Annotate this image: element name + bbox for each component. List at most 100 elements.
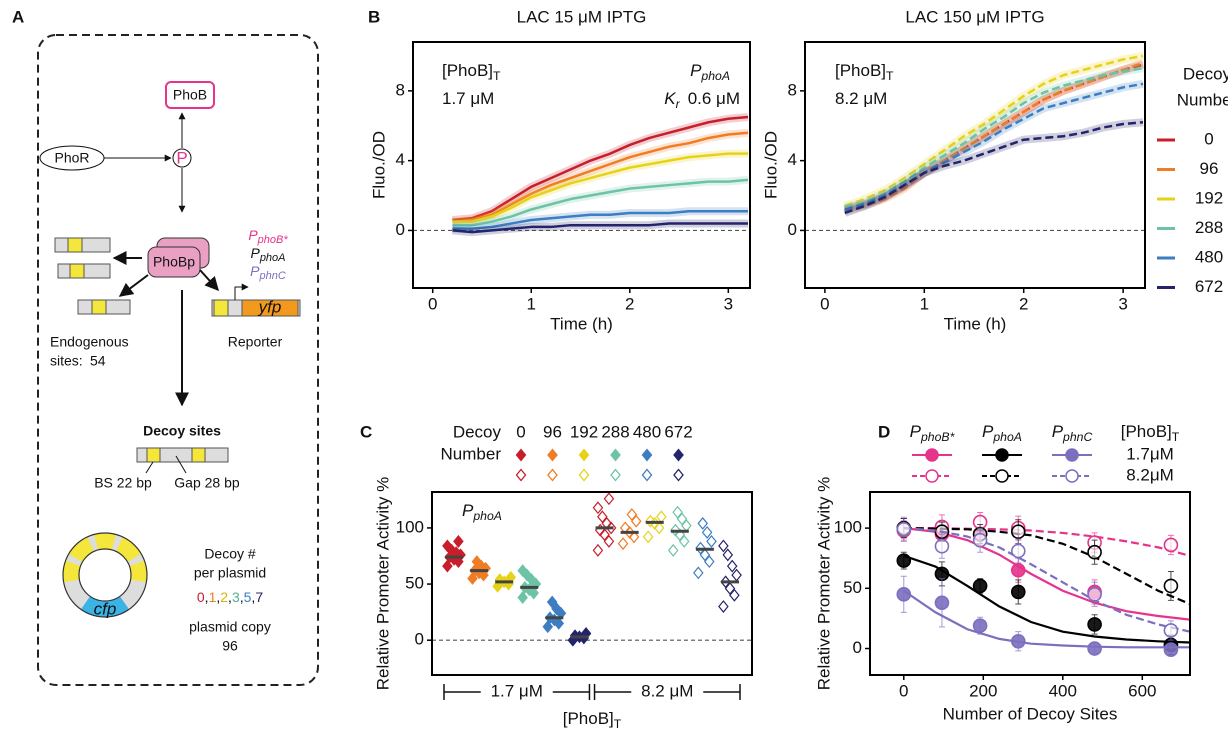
legend-label: 0: [1204, 129, 1213, 148]
panel-label: C: [360, 422, 372, 441]
point: [1163, 642, 1179, 658]
y-tick-label: 50: [405, 574, 424, 593]
strip-point: [729, 588, 740, 602]
group-label: 8.2 μM: [641, 681, 693, 700]
line: [844, 61, 1144, 213]
annotation-sub: phoA: [472, 509, 502, 523]
point: [934, 538, 950, 554]
decoy-number: 7: [255, 589, 263, 605]
legend-title: Number: [1177, 90, 1228, 109]
legend-header-sub: phnC: [1062, 430, 1092, 444]
decoy-number: 2: [220, 589, 228, 605]
plasmid-copy-value: 96: [222, 638, 238, 654]
chart-title: LAC 150 μM IPTG: [905, 7, 1044, 26]
strip-point: [678, 534, 690, 548]
legend-header-text: P: [910, 422, 922, 441]
strip-point: [546, 595, 558, 609]
y-axis-label: Fluo./OD: [369, 131, 388, 199]
category-title: Decoy: [453, 422, 502, 441]
line: [844, 54, 1144, 208]
point: [1087, 617, 1102, 632]
legend-title: Decoy: [1183, 64, 1228, 83]
annotation: 8.2 μM: [835, 89, 887, 108]
y-axis-label: Fluo./OD: [761, 131, 780, 199]
y-axis-label: Relative Promoter Activity %: [814, 477, 833, 691]
strip-point: [597, 510, 608, 524]
point: [1163, 578, 1179, 594]
x-tick-label: 400: [1049, 681, 1077, 700]
plot-frame: [804, 41, 1146, 289]
strip-point: [706, 534, 717, 548]
annotation-text: 1.7 μM: [442, 89, 494, 108]
decoy-number: 0: [197, 589, 205, 605]
promoter-sub: phoA: [259, 252, 286, 264]
line: [452, 178, 749, 227]
legend-label: 480: [1195, 247, 1223, 266]
x-axis-label: [PhoB]T: [563, 709, 622, 731]
y-tick-label: 0: [415, 630, 424, 649]
annotation-sub: phoA: [700, 69, 730, 83]
line: [452, 209, 749, 230]
legend-label: 192: [1195, 188, 1223, 207]
decoy-numbers: 0,1,2,3,5,7: [197, 589, 263, 605]
point: [1010, 584, 1026, 600]
category-label: 672: [664, 422, 692, 441]
legend-marker: [515, 448, 527, 462]
strip-point: [674, 528, 686, 542]
group-bracket: [593, 684, 741, 700]
x-axis-label: Number of Decoy Sites: [943, 704, 1118, 723]
x-axis-label-text: [PhoB]: [563, 709, 614, 728]
x-tick-label: 600: [1128, 681, 1156, 700]
line: [452, 152, 749, 223]
x-tick-label: 2: [1019, 294, 1028, 313]
point: [1163, 623, 1179, 638]
strip-point: [656, 510, 667, 524]
legend-marker: [547, 448, 558, 462]
phor-label: PhoR: [54, 150, 89, 166]
legend-title: [PhoB]T: [1121, 422, 1180, 444]
legend-marker: [925, 448, 939, 462]
x-tick-label: 3: [724, 294, 733, 313]
panel-label: D: [878, 422, 890, 441]
line: [452, 222, 749, 234]
point: [934, 595, 950, 611]
fit-curve: [903, 589, 1190, 649]
annotation: PphoA: [690, 61, 730, 83]
point: [1010, 543, 1026, 559]
y-tick-label: 4: [788, 150, 797, 169]
endogenous-count: 54: [90, 353, 106, 369]
legend-marker: [673, 448, 684, 462]
annotation-value: 0.6 μM: [688, 89, 740, 108]
category-label: 480: [633, 422, 661, 441]
cfp-label: cfp: [94, 599, 117, 618]
strip-point: [720, 575, 731, 589]
line: [452, 115, 749, 222]
strip-point: [695, 541, 706, 555]
strip-point: [718, 539, 729, 553]
legend-marker: [925, 469, 939, 483]
legend-header-text: P: [982, 422, 994, 441]
strip-point: [628, 530, 640, 544]
strip-point: [724, 582, 736, 595]
phobp-box: [147, 246, 201, 278]
decoy-title: Decoy sites: [143, 423, 221, 439]
y-tick-label: 8: [788, 80, 797, 99]
promoter-text: P: [248, 227, 258, 243]
separator: ,: [205, 589, 209, 605]
decoy-per-label: per plasmid: [194, 565, 266, 581]
decoy-number: 5: [244, 589, 252, 605]
fit-curve: [903, 554, 1191, 644]
strip-point: [701, 525, 713, 539]
x-tick-label: 200: [969, 681, 997, 700]
legend-marker: [641, 468, 653, 482]
strip-point: [670, 523, 681, 537]
x-tick-label: 0: [428, 294, 437, 313]
strip-point: [667, 543, 679, 557]
category-label: 96: [543, 422, 562, 441]
group-label: 1.7 μM: [491, 681, 543, 700]
x-tick-label: 0: [899, 681, 908, 700]
strip-point: [704, 555, 715, 569]
strip-point: [626, 508, 638, 521]
x-tick-label: 0: [820, 294, 829, 313]
strip-point: [731, 568, 742, 582]
